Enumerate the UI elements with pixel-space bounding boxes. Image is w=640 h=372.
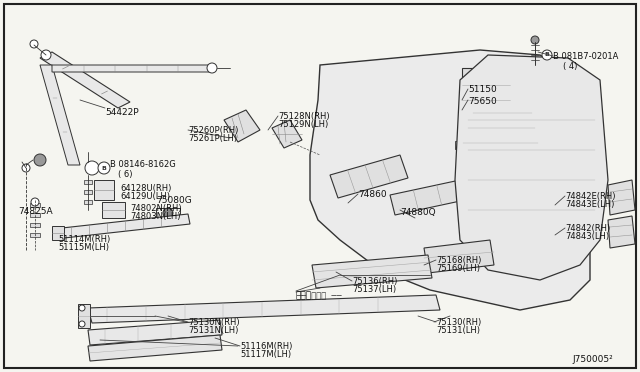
Text: ──  未塗装  ──: ── 未塗装 ── [296,291,342,300]
Text: 75261P(LH): 75261P(LH) [188,134,237,143]
Text: 75169(LH): 75169(LH) [436,264,480,273]
Circle shape [531,36,539,44]
Text: 74803N(LH): 74803N(LH) [130,212,180,221]
Polygon shape [608,216,635,248]
Bar [455,141,546,149]
Text: 75130N(RH): 75130N(RH) [188,318,239,327]
Polygon shape [312,255,432,288]
Text: B 081B7-0201A: B 081B7-0201A [553,52,618,61]
Polygon shape [455,55,608,280]
Polygon shape [390,180,465,215]
Bar [460,126,543,134]
Text: 51117M(LH): 51117M(LH) [240,350,291,359]
Text: 75137(LH): 75137(LH) [352,285,396,294]
Polygon shape [88,320,222,345]
Bar [465,111,540,119]
Polygon shape [52,65,214,72]
Text: 51116M(RH): 51116M(RH) [240,342,292,351]
Polygon shape [224,110,260,142]
Polygon shape [330,155,408,198]
Text: ( 6): ( 6) [118,170,132,179]
Text: B 08146-8162G: B 08146-8162G [110,160,176,169]
Polygon shape [88,295,440,323]
Text: B: B [102,166,106,170]
Circle shape [163,208,173,218]
Text: 74842E(RH): 74842E(RH) [565,192,616,201]
Polygon shape [52,226,64,240]
Circle shape [30,40,38,48]
Text: 75131N(LH): 75131N(LH) [188,326,238,335]
Text: B: B [545,52,549,58]
Circle shape [79,321,85,327]
Bar [84,190,92,194]
Bar [30,223,40,227]
Text: 75128N(RH): 75128N(RH) [278,112,330,121]
Bar [30,213,40,217]
Bar [84,200,92,204]
Text: 75130(RH): 75130(RH) [436,318,481,327]
Bar [156,208,180,218]
Polygon shape [94,180,114,200]
Text: 74842(RH): 74842(RH) [565,224,611,233]
Text: 未塗居: 未塗居 [296,291,312,300]
Polygon shape [102,202,125,218]
Bar [30,233,40,237]
Polygon shape [88,335,222,361]
Circle shape [41,50,51,60]
Text: 75260P(RH): 75260P(RH) [188,126,238,135]
Text: 74860: 74860 [358,190,387,199]
Circle shape [34,154,46,166]
Text: J750005²: J750005² [572,355,612,364]
Text: 75168(RH): 75168(RH) [436,256,481,265]
Text: 51115M(LH): 51115M(LH) [58,243,109,252]
Text: 75136(RH): 75136(RH) [352,277,397,286]
Text: 75129N(LH): 75129N(LH) [278,120,328,129]
Polygon shape [40,65,80,165]
Circle shape [31,198,39,206]
Bar [30,203,40,207]
Circle shape [22,164,30,172]
Text: 64129U(LH): 64129U(LH) [120,192,170,201]
Text: 75650: 75650 [468,97,497,106]
Circle shape [207,63,217,73]
Text: 74802N(RH): 74802N(RH) [130,204,182,213]
Polygon shape [310,50,590,310]
Circle shape [79,305,85,311]
Text: 64128U(RH): 64128U(RH) [120,184,172,193]
Bar [462,68,510,126]
Circle shape [85,161,99,175]
Text: 51150: 51150 [468,85,497,94]
Polygon shape [40,52,130,108]
Polygon shape [78,304,90,328]
Text: 74825A: 74825A [18,207,52,216]
Text: 54422P: 54422P [105,108,139,117]
Text: 74843E(LH): 74843E(LH) [565,200,614,209]
Text: 74880Q: 74880Q [400,208,436,217]
Polygon shape [272,120,302,148]
Text: 75131(LH): 75131(LH) [436,326,480,335]
Text: ( 4): ( 4) [563,62,577,71]
Circle shape [542,50,552,60]
Text: 75080G: 75080G [156,196,192,205]
Polygon shape [608,180,635,215]
Bar [84,180,92,184]
Text: 51114M(RH): 51114M(RH) [58,235,110,244]
Polygon shape [62,214,190,238]
Circle shape [98,162,110,174]
Text: 74843(LH): 74843(LH) [565,232,609,241]
Polygon shape [424,240,494,273]
